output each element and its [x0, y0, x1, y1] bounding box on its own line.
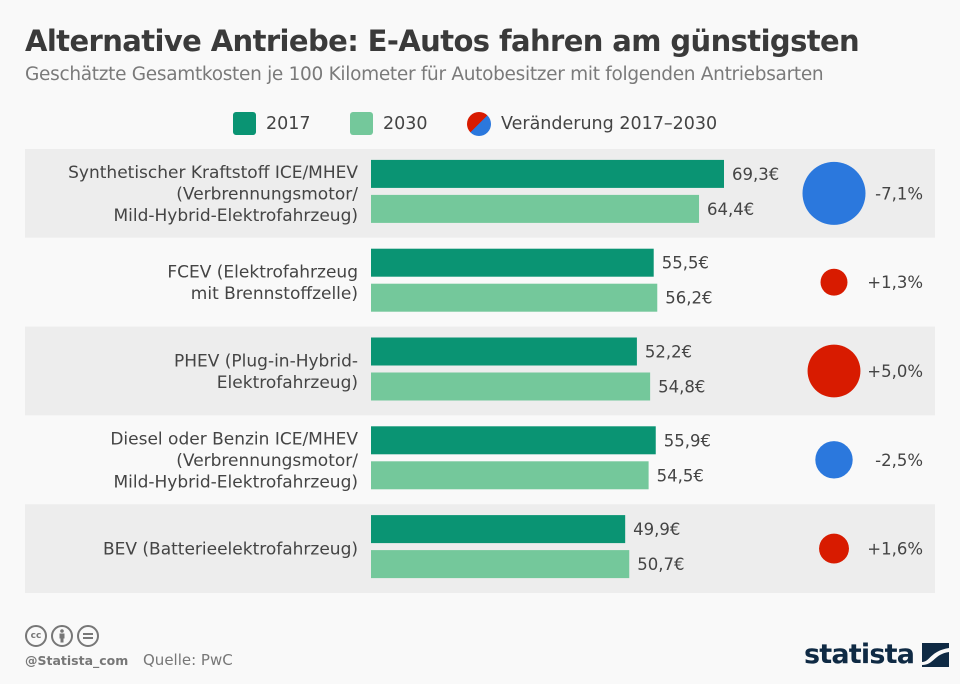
bar-2017: [371, 426, 656, 455]
category-label: FCEV (Elektrofahrzeug: [167, 262, 358, 282]
bar-2017: [371, 337, 637, 366]
category-label: Elektrofahrzeug): [217, 373, 358, 393]
bar-2030: [371, 283, 658, 312]
value-label-2017: 55,9€: [664, 431, 711, 450]
category-label: PHEV (Plug-in-Hybrid-: [174, 351, 358, 371]
category-label: mit Brennstoffzelle): [191, 284, 358, 304]
legend-change-icon: [467, 112, 491, 136]
legend-item-change: Veränderung 2017–2030: [467, 112, 717, 136]
source-label: Quelle: PwC: [143, 651, 233, 669]
change-circle: [807, 344, 861, 398]
chart-title: Alternative Antriebe: E-Autos fahren am …: [25, 24, 860, 58]
statista-handle[interactable]: @Statista_com: [25, 653, 129, 668]
legend-item-2017: 2017: [233, 112, 311, 135]
bar-2017: [371, 515, 626, 544]
category-label: Mild-Hybrid-Elektrofahrzeug): [113, 472, 358, 492]
value-label-2030: 54,8€: [658, 378, 705, 397]
bar-2017: [371, 159, 724, 188]
bar-2030: [371, 372, 651, 401]
category-label: (Verbrennungsmotor/: [176, 184, 358, 204]
value-label-2017: 49,9€: [633, 520, 680, 539]
change-label: +1,6%: [867, 540, 923, 559]
legend-label-change: Veränderung 2017–2030: [501, 114, 718, 134]
statista-logo[interactable]: statista: [804, 639, 950, 670]
legend-swatch-2017: [233, 112, 256, 135]
value-label-2017: 69,3€: [732, 165, 779, 184]
category-label: Diesel oder Benzin ICE/MHEV: [110, 429, 358, 449]
category-label: BEV (Batterieelektrofahrzeug): [103, 540, 358, 560]
category-label: (Verbrennungsmotor/: [176, 451, 358, 471]
statista-logo-mark-icon: [922, 642, 950, 667]
legend-label-2017: 2017: [266, 113, 311, 134]
change-label: +1,3%: [867, 273, 923, 292]
chart-subtitle: Geschätzte Gesamtkosten je 100 Kilometer…: [25, 64, 824, 85]
change-circle: [815, 441, 853, 479]
value-label-2030: 50,7€: [637, 555, 684, 574]
change-circle: [819, 533, 849, 564]
category-label: Mild-Hybrid-Elektrofahrzeug): [113, 206, 358, 226]
legend-item-2030: 2030: [350, 112, 428, 135]
category-label: Synthetischer Kraftstoff ICE/MHEV: [68, 163, 358, 183]
license-icons: cc: [25, 625, 99, 647]
value-label-2017: 55,5€: [662, 254, 709, 273]
change-circle: [802, 161, 866, 225]
bar-2030: [371, 461, 649, 490]
legend: 2017 2030 Veränderung 2017–2030: [0, 112, 960, 136]
change-circle: [820, 268, 848, 296]
by-icon: [51, 625, 73, 647]
nd-icon: [77, 625, 99, 647]
legend-label-2030: 2030: [383, 113, 428, 134]
statista-logo-text: statista: [804, 639, 915, 670]
legend-swatch-2030: [350, 112, 373, 135]
bar-2030: [371, 194, 700, 223]
cc-icon: cc: [25, 625, 47, 647]
change-label: -2,5%: [875, 451, 923, 470]
value-label-2030: 64,4€: [707, 200, 754, 219]
value-label-2030: 54,5€: [657, 466, 704, 485]
change-label: +5,0%: [867, 362, 923, 381]
value-label-2030: 56,2€: [665, 289, 712, 308]
change-label: -7,1%: [875, 184, 923, 203]
bar-2030: [371, 550, 630, 579]
value-label-2017: 52,2€: [645, 343, 692, 362]
bar-2017: [371, 248, 654, 277]
